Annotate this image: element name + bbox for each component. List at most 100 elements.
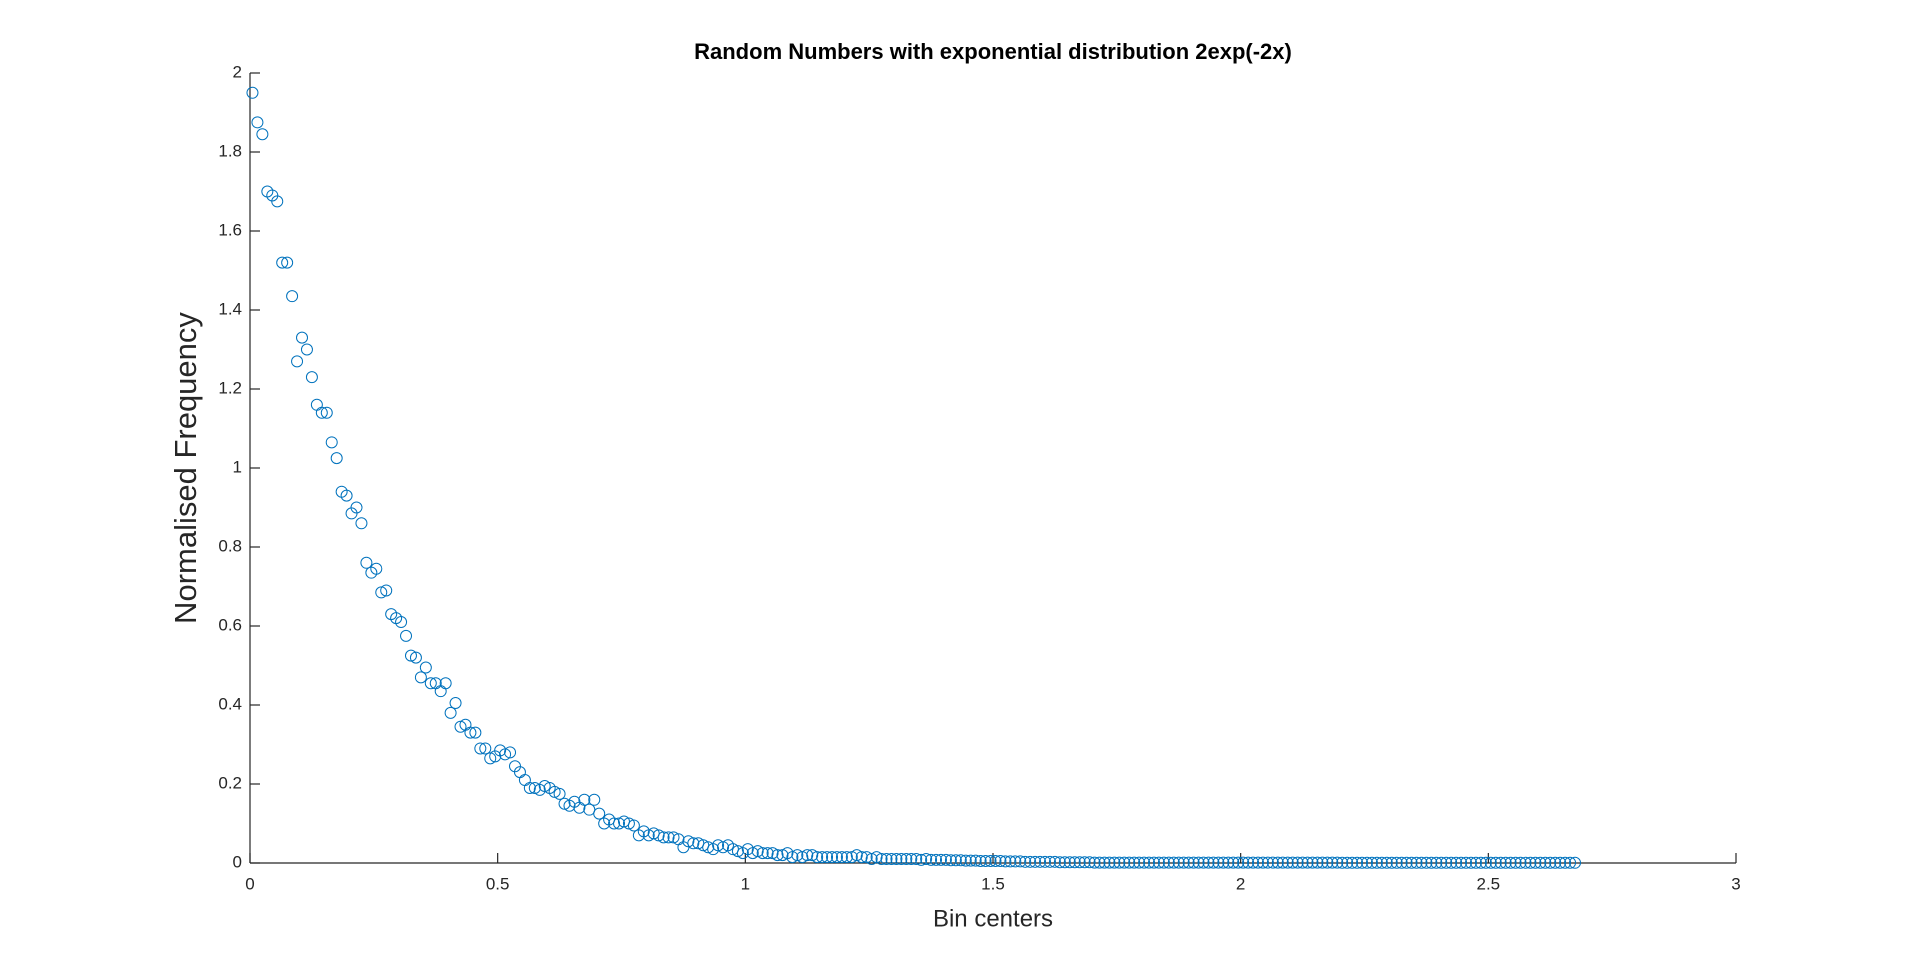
point <box>404 649 417 662</box>
point <box>855 851 868 864</box>
point <box>538 779 551 792</box>
point <box>1370 856 1383 869</box>
point <box>1197 856 1210 869</box>
point <box>1539 856 1552 869</box>
point <box>969 854 982 867</box>
point <box>1162 856 1175 869</box>
x-tick-label: 0 <box>245 874 254 893</box>
point <box>1316 856 1329 869</box>
point <box>528 781 541 794</box>
point <box>1494 856 1507 869</box>
point <box>1464 856 1477 869</box>
point <box>1039 855 1052 868</box>
point <box>1549 856 1562 869</box>
point <box>1385 856 1398 869</box>
point <box>1202 856 1215 869</box>
point <box>1078 856 1091 869</box>
point <box>840 851 853 864</box>
point <box>1034 855 1047 868</box>
point <box>281 256 294 269</box>
point <box>1519 856 1532 869</box>
point <box>1306 856 1319 869</box>
point <box>1187 856 1200 869</box>
point <box>360 556 373 569</box>
point <box>1415 856 1428 869</box>
point <box>1118 856 1131 869</box>
point <box>930 853 943 866</box>
point <box>1019 855 1032 868</box>
point <box>1529 856 1542 869</box>
point <box>1336 856 1349 869</box>
point <box>622 817 635 830</box>
point <box>1420 856 1433 869</box>
point <box>944 854 957 867</box>
point <box>875 853 888 866</box>
point <box>880 853 893 866</box>
point <box>1256 856 1269 869</box>
point <box>751 845 764 858</box>
x-tick-label: 1.5 <box>981 874 1005 893</box>
point <box>826 851 839 864</box>
point <box>256 128 269 141</box>
point <box>1440 856 1453 869</box>
point <box>1450 856 1463 869</box>
y-tick-label: 0.4 <box>218 694 242 713</box>
point <box>1133 856 1146 869</box>
point <box>1247 856 1260 869</box>
point <box>657 831 670 844</box>
point <box>934 853 947 866</box>
point <box>642 829 655 842</box>
point <box>1375 856 1388 869</box>
point <box>375 586 388 599</box>
point <box>682 835 695 848</box>
point <box>811 851 824 864</box>
point <box>989 855 1002 868</box>
point <box>1509 856 1522 869</box>
point <box>1430 856 1443 869</box>
y-axis-label: Normalised Frequency <box>168 312 203 624</box>
point <box>1063 856 1076 869</box>
x-tick-label: 3 <box>1731 874 1740 893</box>
point <box>1266 856 1279 869</box>
point <box>395 616 408 629</box>
point <box>1048 855 1061 868</box>
point <box>246 86 259 99</box>
point <box>1326 856 1339 869</box>
point <box>1088 856 1101 869</box>
point <box>1321 856 1334 869</box>
y-tick-label: 2 <box>233 62 242 81</box>
point <box>1484 856 1497 869</box>
x-tick-label: 2 <box>1236 874 1245 893</box>
y-tick-label: 1.2 <box>218 378 242 397</box>
point <box>1301 856 1314 869</box>
point <box>1395 856 1408 869</box>
point <box>350 501 363 514</box>
point <box>1479 856 1492 869</box>
point <box>1172 856 1185 869</box>
point <box>1559 856 1572 869</box>
point <box>761 847 774 860</box>
point <box>380 584 393 597</box>
point <box>1242 856 1255 869</box>
point <box>979 855 992 868</box>
point <box>1524 856 1537 869</box>
point <box>1351 856 1364 869</box>
y-tick-label: 1 <box>233 457 242 476</box>
point <box>667 831 680 844</box>
point <box>291 355 304 368</box>
point <box>419 661 432 674</box>
point <box>949 854 962 867</box>
point <box>786 851 799 864</box>
point <box>939 853 952 866</box>
y-tick-label: 1.6 <box>218 220 242 239</box>
point <box>900 853 913 866</box>
point <box>1177 856 1190 869</box>
point <box>300 343 313 356</box>
point <box>1068 856 1081 869</box>
point <box>1123 856 1136 869</box>
point <box>251 116 264 129</box>
point <box>662 831 675 844</box>
point <box>409 651 422 664</box>
point <box>1469 856 1482 869</box>
